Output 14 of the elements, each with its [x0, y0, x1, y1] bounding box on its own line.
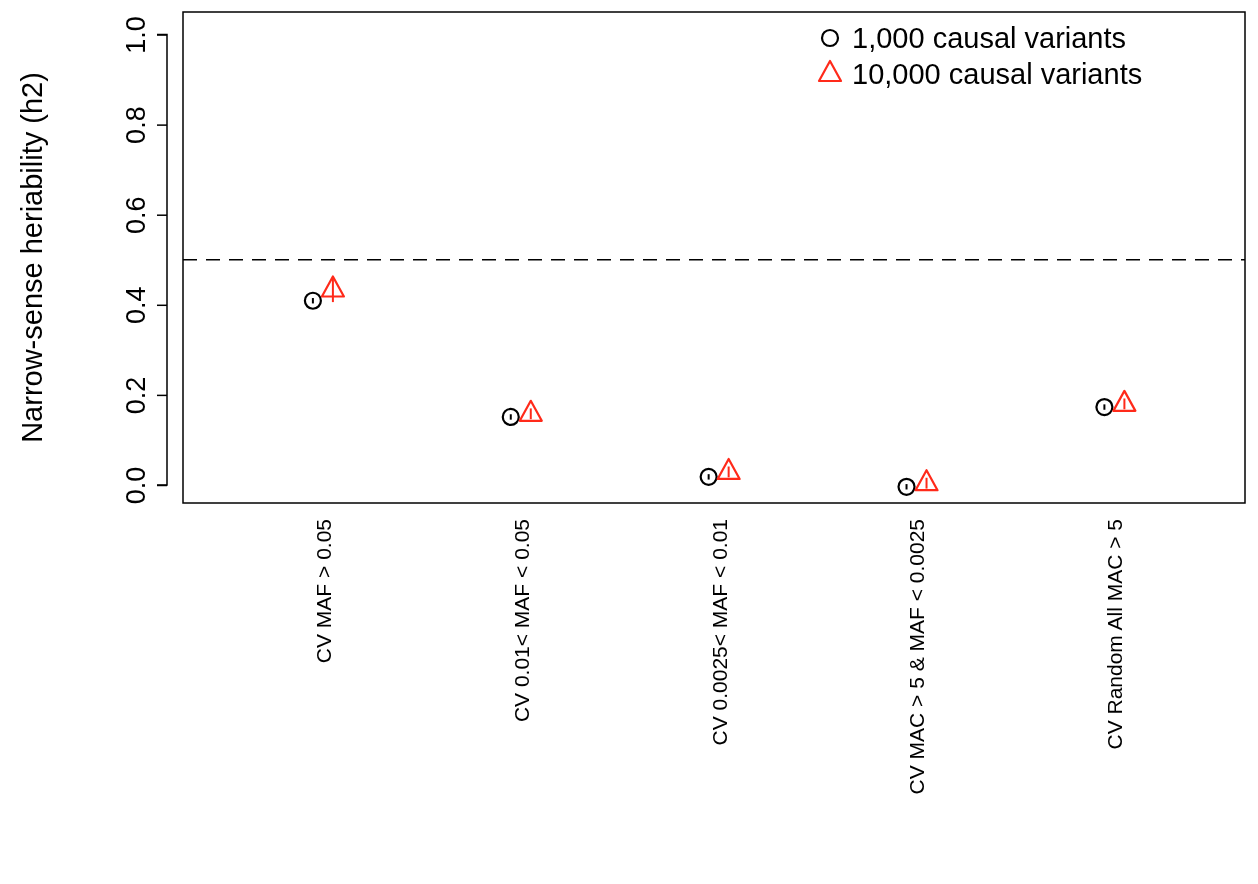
- x-tick-label: CV 0.0025< MAF < 0.01: [707, 519, 731, 746]
- y-tick-label: 0.2: [121, 376, 151, 415]
- legend-label: 10,000 causal variants: [852, 58, 1143, 91]
- x-tick-label: CV MAC > 5 & MAF < 0.0025: [905, 519, 929, 795]
- y-tick-label: 1.0: [121, 16, 151, 54]
- legend-label: 1,000 causal variants: [852, 22, 1127, 55]
- y-tick-label: 0.4: [121, 286, 151, 325]
- y-tick-label: 0.6: [121, 196, 151, 234]
- y-tick-label: 0.0: [121, 466, 151, 505]
- x-tick-label: CV Random All MAC > 5: [1103, 519, 1127, 750]
- x-tick-label: CV MAF > 0.05: [311, 519, 335, 664]
- y-tick-label: 0.8: [121, 106, 151, 144]
- y-axis-title: Narrow-sense heriability (h2): [16, 72, 48, 443]
- x-tick-label: CV 0.01< MAF < 0.05: [509, 519, 533, 723]
